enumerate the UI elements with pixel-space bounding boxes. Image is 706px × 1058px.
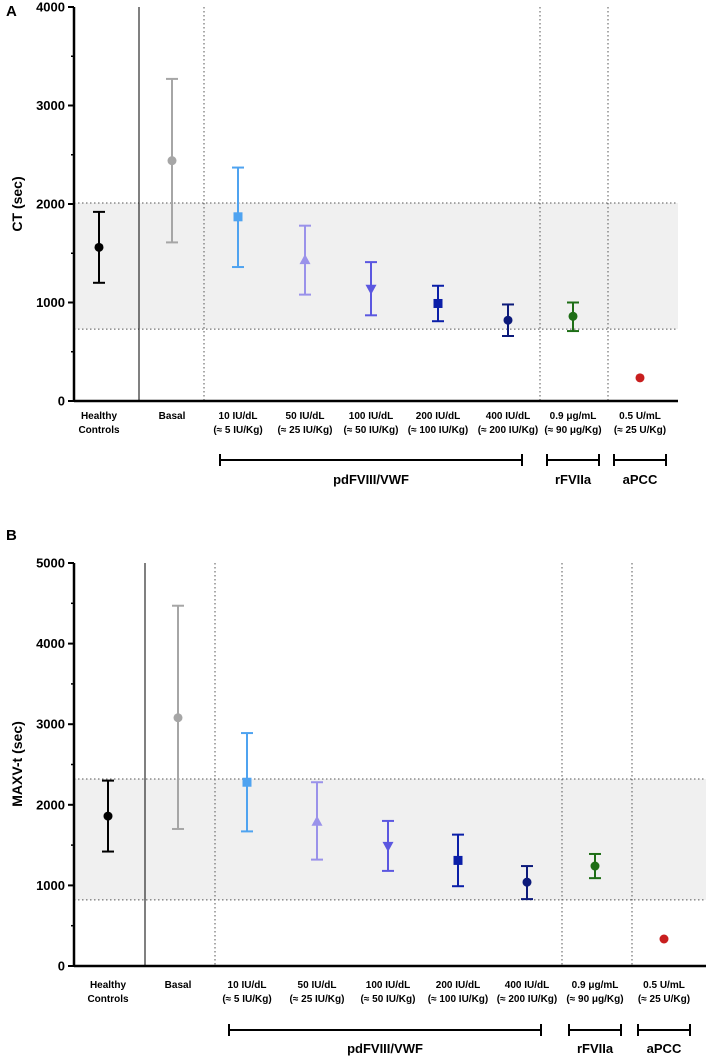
x-category-label: (≈ 25 U/Kg) bbox=[638, 994, 690, 1005]
data-point bbox=[453, 855, 463, 865]
x-category-label: (≈ 50 IU/Kg) bbox=[344, 425, 399, 436]
y-tick-label: 4000 bbox=[36, 636, 65, 651]
x-category-label: (≈ 5 IU/Kg) bbox=[213, 425, 262, 436]
data-point bbox=[94, 242, 104, 252]
x-category-label: 200 IU/dL bbox=[416, 411, 460, 422]
data-point bbox=[433, 298, 443, 308]
x-category-label: 400 IU/dL bbox=[486, 411, 530, 422]
x-category-label: (≈ 50 IU/Kg) bbox=[361, 994, 416, 1005]
data-point bbox=[242, 777, 252, 787]
data-point bbox=[103, 811, 113, 821]
x-category-label: 400 IU/dL bbox=[505, 980, 549, 991]
x-category-label: (≈ 200 IU/Kg) bbox=[497, 994, 558, 1005]
data-point bbox=[659, 934, 669, 944]
y-tick-label: 3000 bbox=[36, 98, 65, 113]
x-category-label: Healthy bbox=[81, 411, 118, 422]
x-category-label: (≈ 5 IU/Kg) bbox=[222, 994, 271, 1005]
y-tick-label: 3000 bbox=[36, 717, 65, 732]
x-category-label: Controls bbox=[78, 425, 120, 436]
group-label: rFVIIa bbox=[555, 472, 592, 487]
reference-band bbox=[74, 203, 678, 330]
x-category-label: (≈ 90 μg/Kg) bbox=[566, 994, 623, 1005]
y-tick-label: 0 bbox=[58, 959, 65, 974]
x-category-label: (≈ 25 IU/Kg) bbox=[290, 994, 345, 1005]
y-tick-label: 1000 bbox=[36, 878, 65, 893]
x-category-label: Basal bbox=[159, 411, 186, 422]
data-point bbox=[311, 815, 323, 826]
x-category-label: 10 IU/dL bbox=[219, 411, 258, 422]
panel-a-chart: A CT (sec) 0 1000 2000 3000 4000 Healthy Contr… bbox=[6, 0, 678, 487]
group-label: aPCC bbox=[647, 1041, 682, 1056]
data-point bbox=[299, 254, 311, 265]
y-tick-label: 1000 bbox=[36, 295, 65, 310]
panel-a-y-axis-title: CT (sec) bbox=[9, 176, 25, 231]
group-label: pdFVIII/VWF bbox=[333, 472, 409, 487]
data-point bbox=[635, 373, 645, 383]
data-point bbox=[503, 315, 513, 325]
y-tick-label: 0 bbox=[58, 394, 65, 409]
data-point bbox=[522, 877, 532, 887]
x-category-label: Controls bbox=[87, 994, 129, 1005]
x-category-label: Basal bbox=[165, 980, 192, 991]
x-category-label: 200 IU/dL bbox=[436, 980, 480, 991]
group-label: pdFVIII/VWF bbox=[347, 1041, 423, 1056]
panel-b-label: B bbox=[6, 527, 17, 544]
x-category-label: 50 IU/dL bbox=[286, 411, 325, 422]
x-category-label: (≈ 90 μg/Kg) bbox=[544, 425, 601, 436]
group-label: aPCC bbox=[623, 472, 658, 487]
y-tick-label: 4000 bbox=[36, 0, 65, 15]
y-tick-label: 2000 bbox=[36, 797, 65, 812]
x-category-label: 50 IU/dL bbox=[298, 980, 337, 991]
x-category-label: 0.5 U/mL bbox=[619, 411, 661, 422]
data-point bbox=[173, 713, 183, 723]
x-category-label: (≈ 25 IU/Kg) bbox=[278, 425, 333, 436]
data-point bbox=[365, 284, 377, 295]
x-category-label: 100 IU/dL bbox=[366, 980, 410, 991]
data-point bbox=[590, 861, 600, 871]
x-category-label: 0.5 U/mL bbox=[643, 980, 685, 991]
data-point bbox=[233, 212, 243, 222]
group-label: rFVIIa bbox=[577, 1041, 614, 1056]
x-category-label: (≈ 100 IU/Kg) bbox=[408, 425, 469, 436]
x-category-label: (≈ 200 IU/Kg) bbox=[478, 425, 539, 436]
reference-band bbox=[74, 779, 706, 900]
y-tick-label: 2000 bbox=[36, 197, 65, 212]
x-category-label: (≈ 100 IU/Kg) bbox=[428, 994, 489, 1005]
x-category-label: 0.9 μg/mL bbox=[550, 411, 597, 422]
data-point bbox=[167, 156, 177, 166]
x-category-label: 10 IU/dL bbox=[228, 980, 267, 991]
x-category-label: 0.9 μg/mL bbox=[572, 980, 619, 991]
x-category-label: (≈ 25 U/Kg) bbox=[614, 425, 666, 436]
y-tick-label: 5000 bbox=[36, 556, 65, 571]
x-category-label: Healthy bbox=[90, 980, 127, 991]
x-category-label: 100 IU/dL bbox=[349, 411, 393, 422]
panel-b-y-axis-title: MAXV-t (sec) bbox=[9, 721, 25, 807]
data-point bbox=[382, 841, 394, 852]
panel-b-chart: B MAXV-t (sec) 0 1000 2000 3000 4000 5000 Heal… bbox=[6, 527, 706, 1056]
panel-a-label: A bbox=[6, 3, 17, 20]
data-point bbox=[568, 311, 578, 321]
